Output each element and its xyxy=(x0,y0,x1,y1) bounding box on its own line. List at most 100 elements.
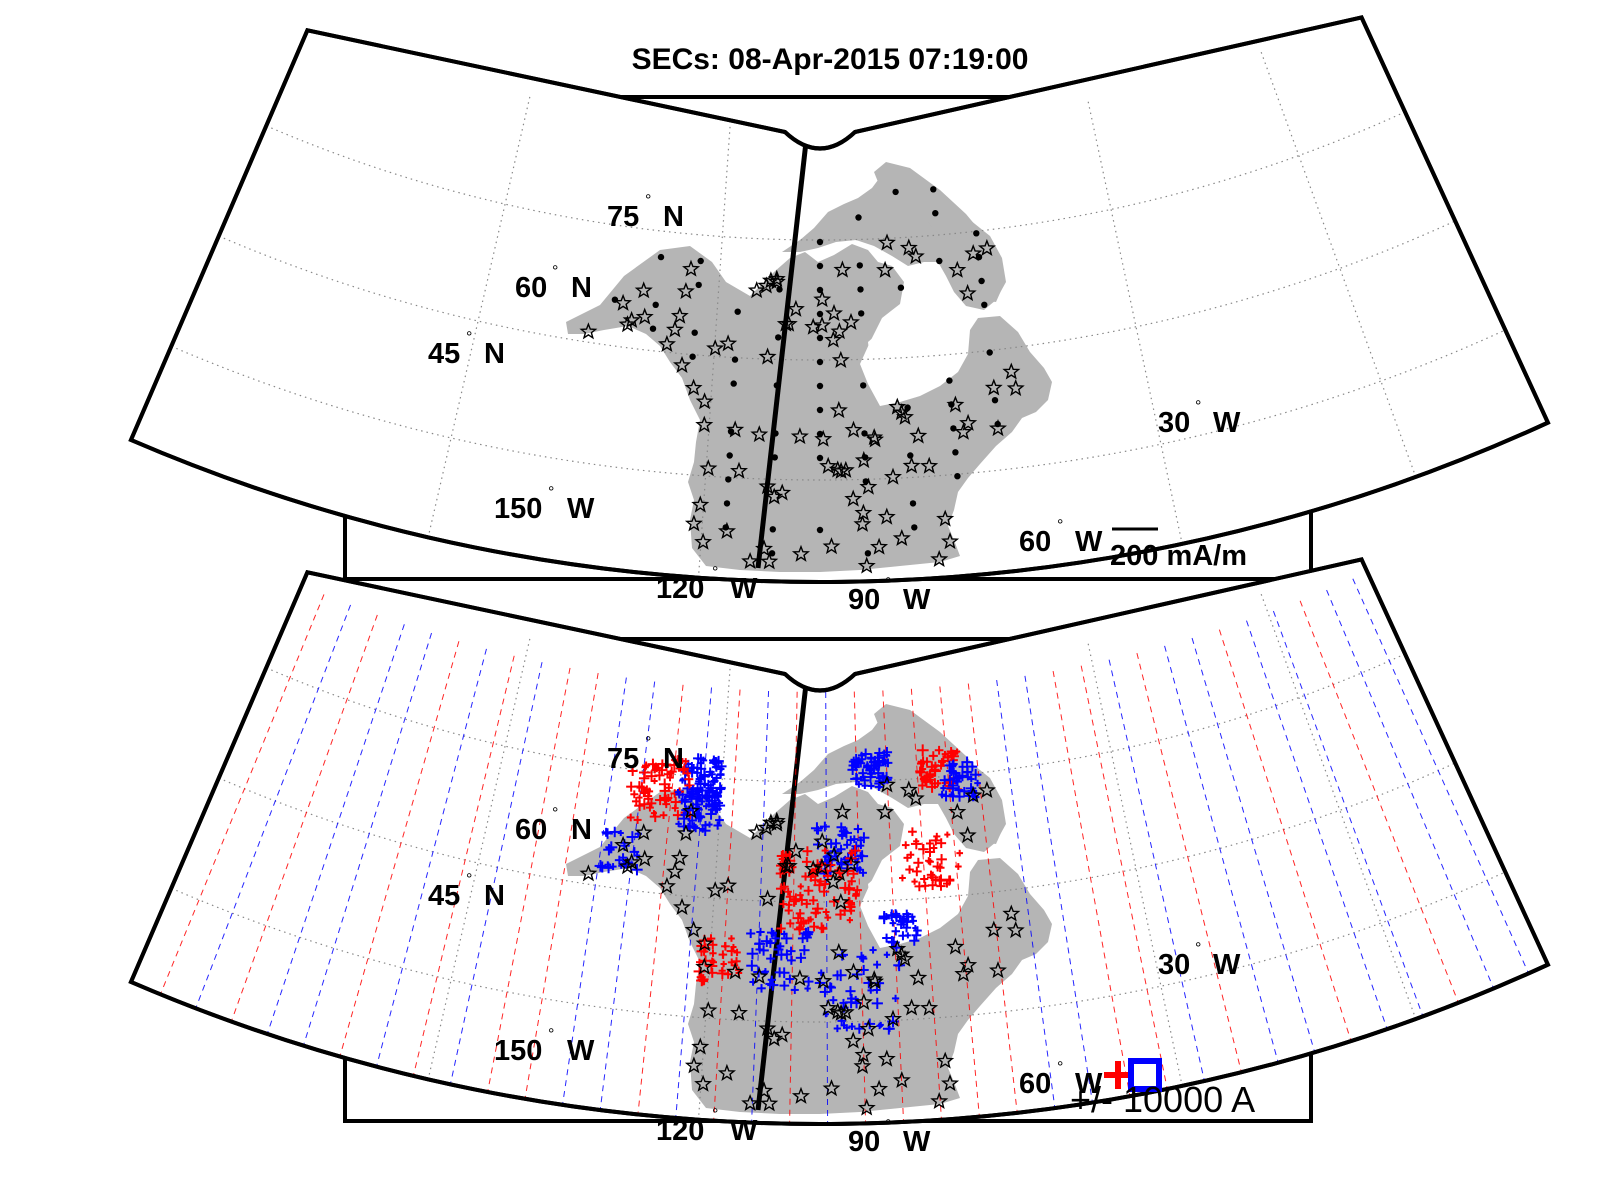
magnetometer-station xyxy=(906,788,925,807)
magnetometer-station xyxy=(786,299,805,317)
sec-amplitude-marker xyxy=(852,885,862,895)
sec-amplitude-marker xyxy=(940,784,947,792)
grid-point xyxy=(816,238,824,246)
lat-label-hemi: N xyxy=(571,272,592,304)
sec-amplitude-marker xyxy=(959,786,969,796)
magnetometer-station xyxy=(717,521,736,540)
sec-amplitude-marker xyxy=(926,871,939,884)
sec-amplitude-marker xyxy=(708,940,718,950)
magnetometer-station xyxy=(946,395,965,413)
latitude-label-45: 45 ° N xyxy=(428,871,505,912)
sec-field-line xyxy=(266,624,405,1035)
magnetometer-station xyxy=(790,427,809,445)
sec-amplitude-marker xyxy=(803,885,814,896)
sec-field-line xyxy=(713,689,741,1121)
magnetometer-station xyxy=(829,942,848,961)
magnetometer-station xyxy=(825,845,843,864)
magnetometer-station xyxy=(682,801,701,819)
sec-amplitude-marker xyxy=(833,853,840,860)
magnetometer-station xyxy=(773,483,792,501)
sec-amplitude-marker xyxy=(693,753,704,764)
sec-amplitude-marker xyxy=(887,911,895,919)
magnetometer-station xyxy=(814,429,833,447)
magnetometer-station xyxy=(936,509,955,527)
magnetometer-station xyxy=(665,862,684,880)
sec-amplitude-marker xyxy=(936,854,947,865)
magnetometer-station xyxy=(833,802,852,820)
magnetometer-station xyxy=(948,260,967,278)
sec-amplitude-marker xyxy=(897,915,908,926)
sec-amplitude-marker xyxy=(891,994,900,1003)
sec-amplitude-marker xyxy=(713,821,722,830)
sec-amplitude-marker xyxy=(714,782,726,794)
sec-amplitude-marker xyxy=(785,901,793,909)
sec-amplitude-marker xyxy=(903,912,913,921)
sec-amplitude-marker xyxy=(802,899,812,909)
sec-amplitude-marker xyxy=(954,785,964,795)
sec-amplitude-marker xyxy=(682,796,689,804)
sec-amplitude-marker xyxy=(706,821,713,828)
latitude-gridline xyxy=(171,329,1506,481)
lat-label-value: 45 xyxy=(428,338,460,370)
sec-amplitude-marker xyxy=(853,824,863,834)
magnetometer-station xyxy=(758,1019,777,1037)
sec-amplitude-marker xyxy=(934,779,942,787)
map-area xyxy=(128,557,1551,1126)
sec-amplitude-marker xyxy=(938,758,946,766)
sec-amplitude-marker xyxy=(848,1022,856,1030)
map-content xyxy=(171,51,1506,578)
sec-amplitude-marker xyxy=(819,886,830,897)
grid-point xyxy=(775,334,782,341)
sec-field-line xyxy=(1191,637,1316,1053)
grid-point xyxy=(991,397,999,404)
sec-amplitude-marker xyxy=(911,930,922,941)
grid-point xyxy=(657,253,665,261)
grid-point xyxy=(946,377,953,384)
sec-amplitude-marker xyxy=(926,870,936,880)
lon-label-hemi: W xyxy=(903,584,931,616)
sec-amplitude-marker xyxy=(898,931,908,941)
magnetometer-station xyxy=(830,322,849,340)
magnetometer-station xyxy=(920,998,939,1016)
sec-amplitude-marker xyxy=(661,759,672,770)
sec-amplitude-marker xyxy=(715,815,724,825)
magnetometer-station xyxy=(757,818,776,836)
sec-field-line xyxy=(302,632,433,1046)
sec-amplitude-marker xyxy=(843,841,851,849)
sec-amplitude-marker xyxy=(859,868,867,877)
sec-amplitude-marker xyxy=(666,766,677,777)
magnetometer-station xyxy=(813,316,832,334)
sec-field-line xyxy=(751,690,770,1123)
sec-amplitude-marker xyxy=(645,787,654,796)
lat-label-hemi: N xyxy=(663,201,684,233)
sec-amplitude-marker xyxy=(813,826,823,835)
longitude-gridline xyxy=(1260,593,1417,1020)
grid-point xyxy=(857,286,864,293)
magnetometer-station xyxy=(670,848,689,866)
sec-amplitude-marker xyxy=(943,752,953,763)
magnetometer-station xyxy=(695,934,714,952)
magnetometer-station xyxy=(899,238,918,256)
magnetometer-station xyxy=(892,945,911,963)
magnetometer-station xyxy=(760,1094,779,1112)
sec-amplitude-marker xyxy=(803,976,814,987)
sec-amplitude-marker xyxy=(924,846,936,858)
magnetometer-station xyxy=(786,841,805,859)
sec-field-line xyxy=(1164,645,1279,1063)
sec-amplitude-marker xyxy=(930,844,938,852)
sec-amplitude-marker xyxy=(670,796,681,808)
sec-amplitude-marker xyxy=(810,907,822,919)
lat-label-hemi: N xyxy=(571,814,592,846)
sec-amplitude-marker xyxy=(644,792,653,801)
sec-amplitude-marker xyxy=(802,846,813,857)
sec-amplitude-marker xyxy=(795,952,807,963)
sec-amplitude-marker xyxy=(716,770,725,779)
lat-label-value: 60 xyxy=(515,272,547,304)
sec-amplitude-marker xyxy=(810,822,823,835)
sec-amplitude-marker xyxy=(765,979,775,989)
sec-amplitude-marker xyxy=(755,945,764,954)
degree-symbol: ° xyxy=(645,734,651,751)
sec-field-line xyxy=(487,667,571,1093)
sec-amplitude-marker xyxy=(790,985,799,994)
grid-point xyxy=(816,286,824,294)
